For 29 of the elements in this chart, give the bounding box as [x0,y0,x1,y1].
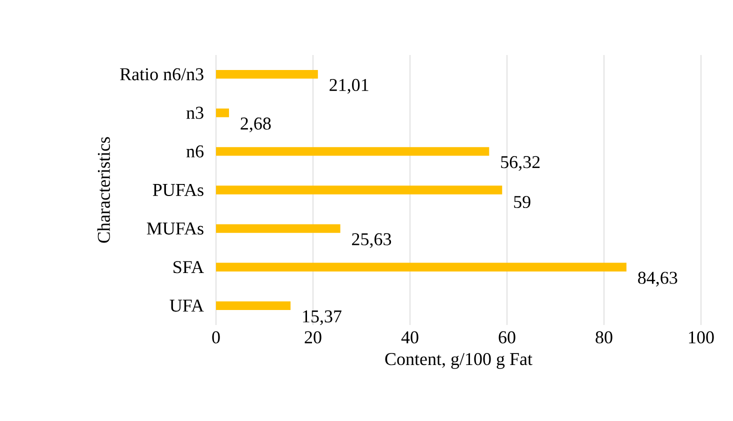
y-tick-label: UFA [170,300,204,312]
data-label: 56,32 [501,156,540,171]
x-tick-label: 0 [212,331,220,344]
x-tick-label: 40 [401,331,418,344]
y-tick-label: n6 [186,145,204,158]
data-label: 21,01 [330,78,368,94]
data-label: 15,37 [303,310,342,326]
x-tick-label: 20 [304,331,322,344]
bar [216,301,291,310]
y-tick-label: SFA [174,261,204,274]
data-label: 84,63 [638,272,678,286]
data-label: 59 [514,196,530,208]
bar [216,186,502,194]
x-axis-title: Content, g/100 g Fat [385,352,532,369]
bar [216,70,318,79]
bar [216,262,626,272]
data-label: 2,68 [240,117,271,132]
x-tick-label: 100 [689,331,714,344]
bar [216,108,230,118]
data-label: 25,63 [352,233,392,248]
bar [216,147,490,156]
x-tick-label: 80 [596,331,612,344]
y-tick-label: Ratio n6/n3 [120,68,204,80]
y-tick-label: PUFAs [152,184,204,196]
y-tick-label: MUFAs [146,222,204,235]
x-tick-label: 60 [498,331,516,344]
bar [216,224,340,233]
y-tick-label: n3 [186,106,204,119]
y-axis-title: Characteristics [97,137,110,243]
